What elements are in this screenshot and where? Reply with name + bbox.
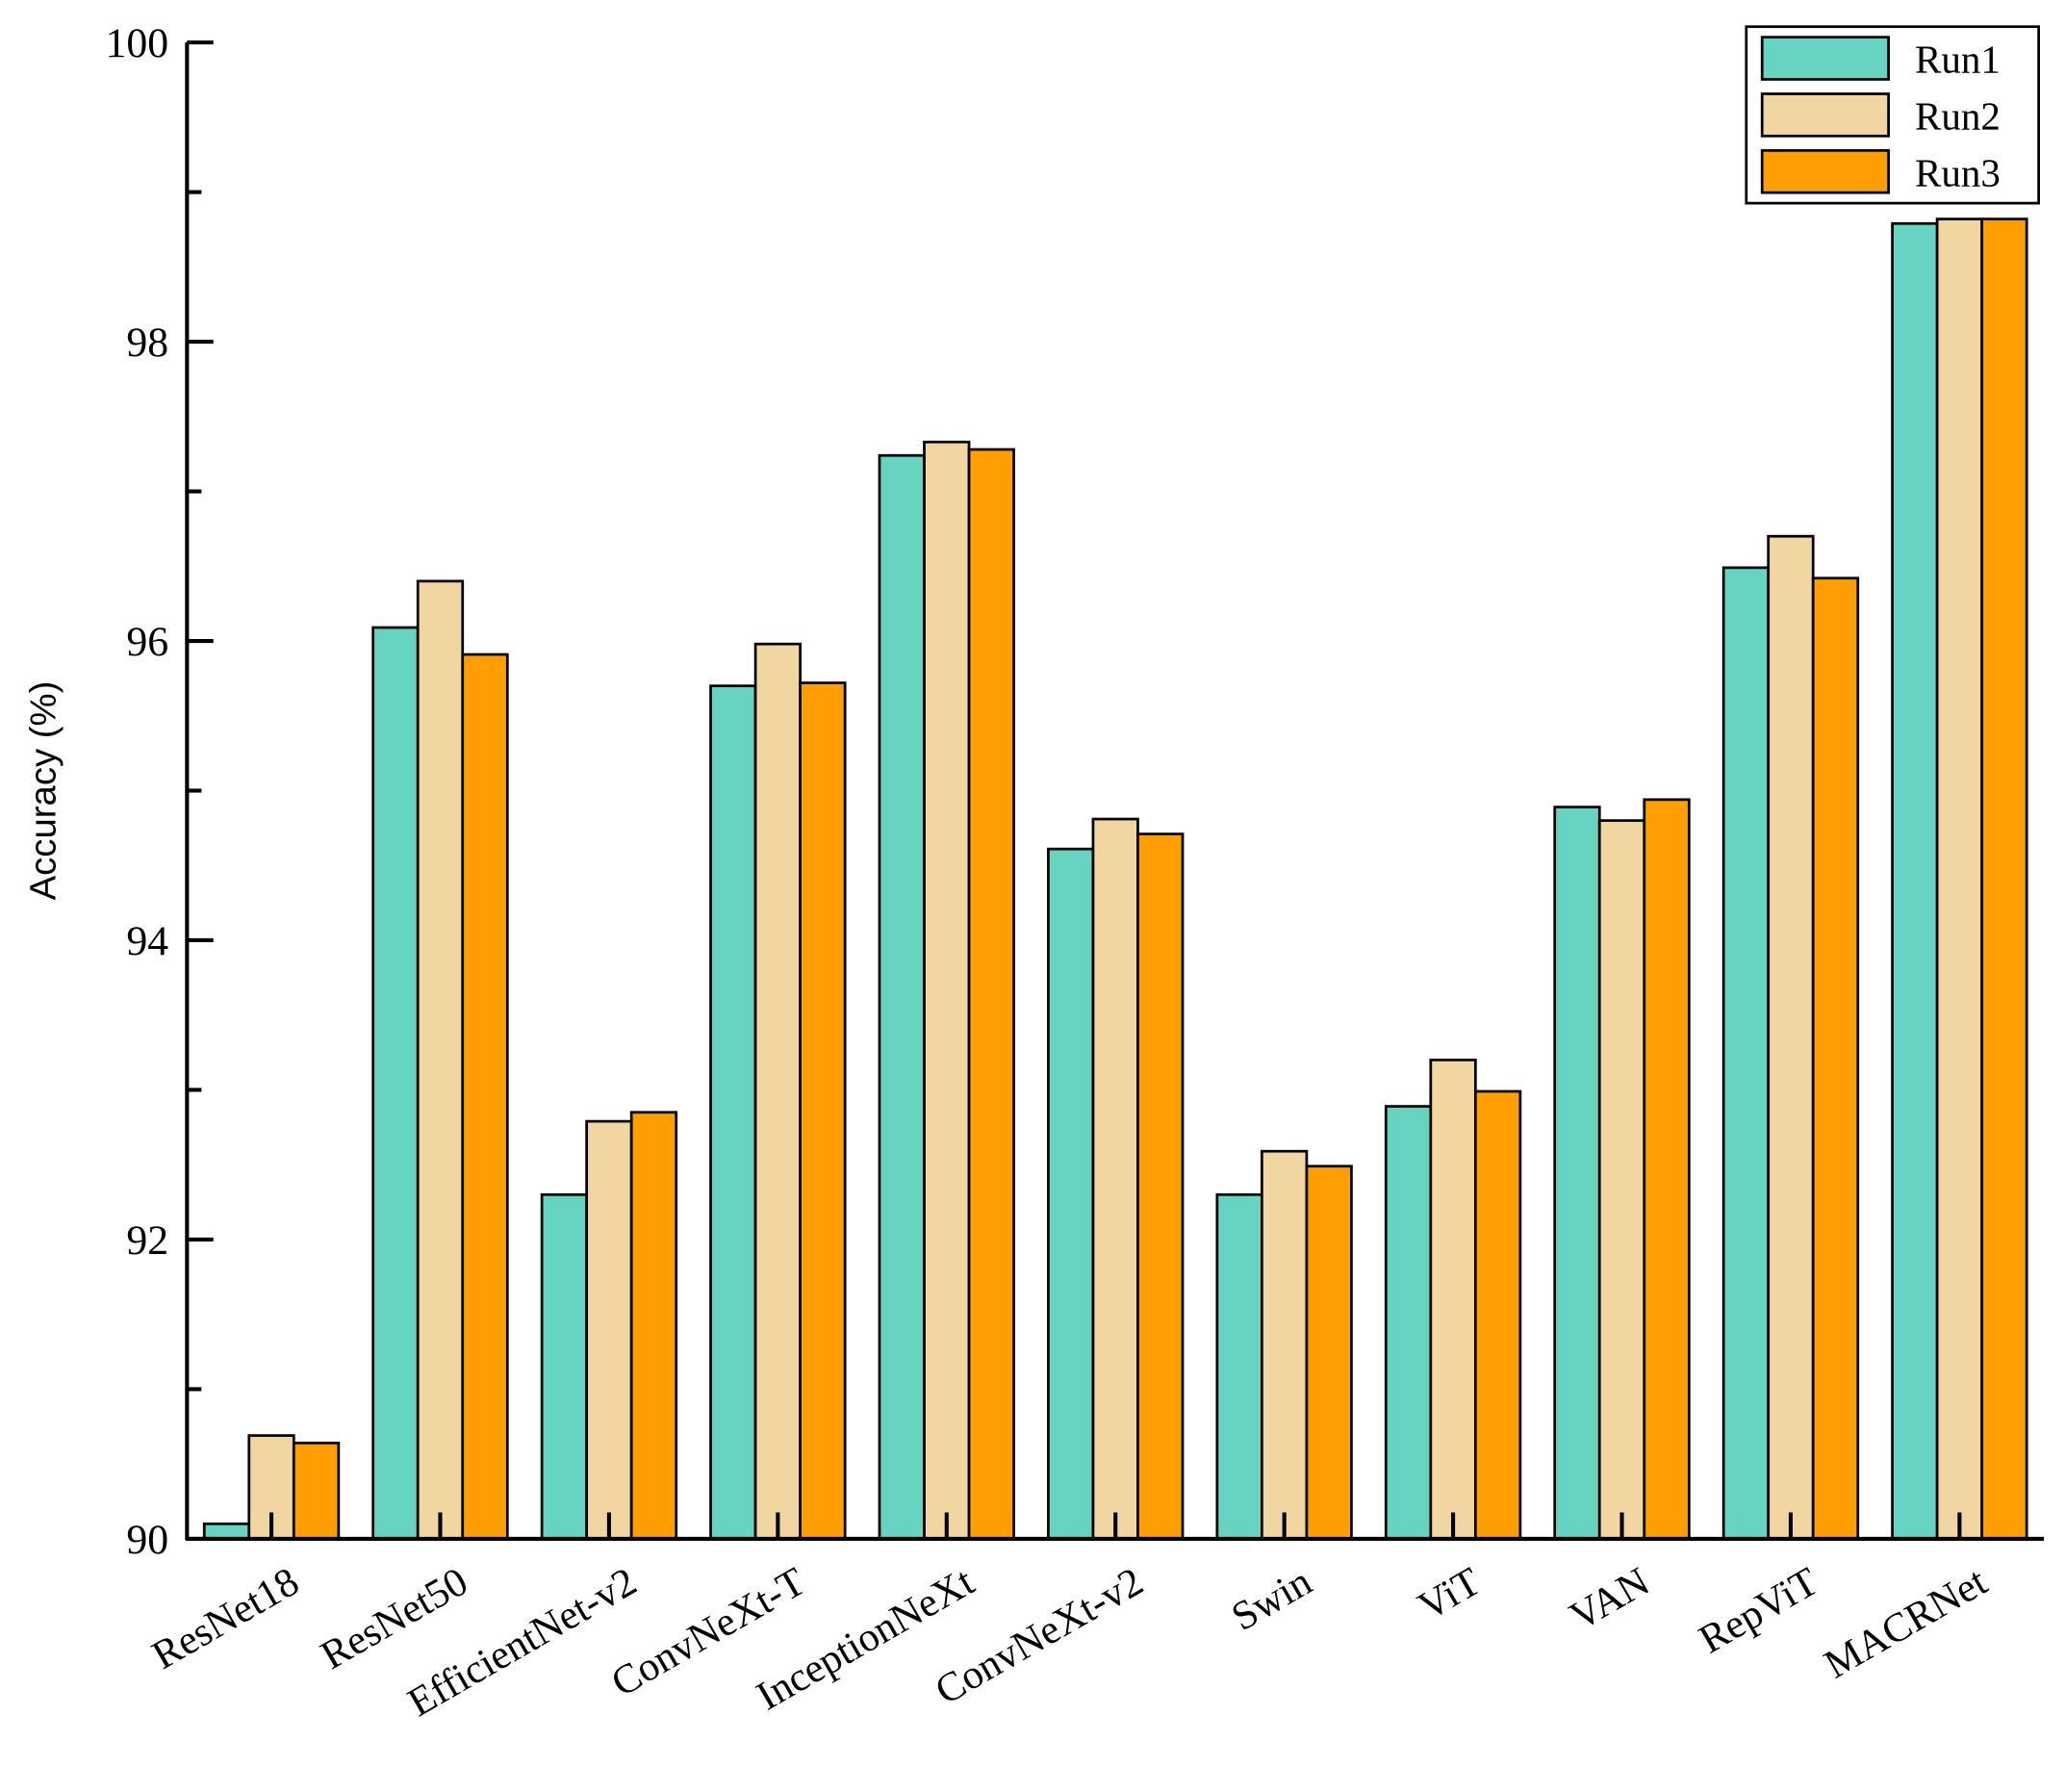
bar <box>1767 534 1815 1541</box>
y-axis-label: Accuracy (%) <box>22 681 64 901</box>
x-tick-label: ViT <box>1411 1559 1489 1630</box>
bar <box>1473 1089 1522 1541</box>
bar <box>753 642 802 1541</box>
bar <box>1384 1105 1433 1541</box>
bar <box>371 626 420 1541</box>
x-tick-label: ResNet18 <box>144 1559 306 1678</box>
y-tick-label: 100 <box>106 20 169 66</box>
bar <box>585 1119 633 1541</box>
bar <box>1980 218 2028 1541</box>
legend-swatch <box>1760 92 1890 138</box>
bar <box>461 653 509 1541</box>
bar <box>1305 1165 1353 1541</box>
bar <box>878 453 926 1541</box>
bar <box>1047 847 1095 1541</box>
legend-swatch <box>1760 36 1890 81</box>
y-tick-label: 96 <box>126 619 168 665</box>
legend-swatch <box>1760 148 1890 194</box>
bar <box>1429 1058 1477 1541</box>
bar <box>1643 798 1691 1541</box>
legend-label: Run3 <box>1915 150 2001 194</box>
bar <box>923 440 971 1541</box>
x-tick-label: Swin <box>1224 1559 1319 1640</box>
legend-label: Run2 <box>1915 93 2001 138</box>
y-tick-label: 94 <box>126 918 168 964</box>
bar <box>1091 817 1139 1541</box>
bar <box>416 579 465 1541</box>
bar <box>629 1111 678 1541</box>
bar <box>1553 806 1601 1541</box>
bar <box>1891 221 1939 1541</box>
bar <box>292 1442 341 1541</box>
bar <box>1811 576 1860 1541</box>
bar <box>967 448 1015 1541</box>
y-tick-label: 98 <box>126 320 168 366</box>
bar <box>1597 819 1646 1541</box>
bar <box>1935 218 1984 1541</box>
bar <box>799 681 847 1541</box>
bar <box>709 684 757 1541</box>
bar <box>1136 832 1185 1541</box>
x-tick-label: MACRNet <box>1817 1559 1995 1688</box>
y-tick-label: 90 <box>126 1517 168 1563</box>
legend-label: Run1 <box>1915 38 2001 82</box>
x-tick-label: VAN <box>1563 1559 1657 1640</box>
y-tick-label: 92 <box>126 1217 168 1264</box>
x-tick-label: RepViT <box>1692 1559 1826 1663</box>
bar <box>540 1192 589 1541</box>
bar <box>1721 566 1771 1541</box>
bar <box>202 1522 251 1541</box>
bar <box>1215 1192 1263 1541</box>
bar <box>1261 1149 1309 1541</box>
